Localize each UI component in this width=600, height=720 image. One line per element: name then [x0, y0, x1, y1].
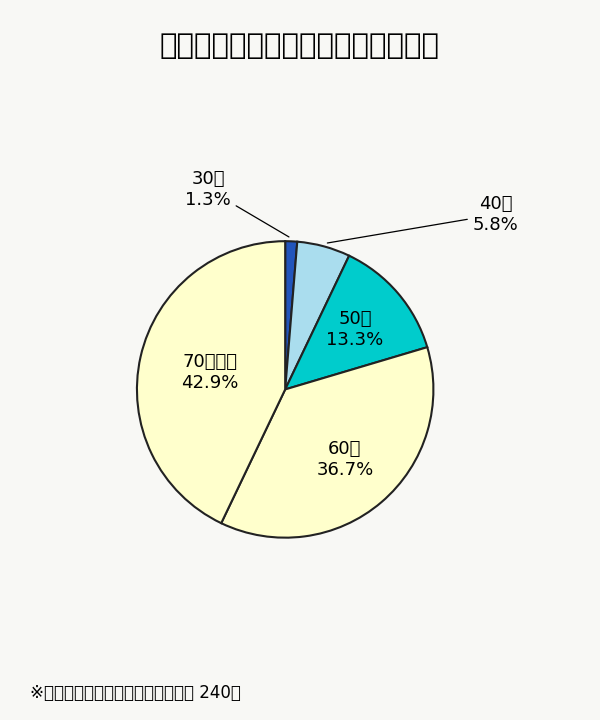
Text: 50代
13.3%: 50代 13.3% [326, 310, 383, 349]
Text: 30代
1.3%: 30代 1.3% [185, 170, 289, 237]
Wedge shape [285, 242, 349, 390]
Text: ※対象は、代表者の年齢が判明した 240社: ※対象は、代表者の年齢が判明した 240社 [30, 684, 241, 702]
Wedge shape [221, 347, 433, 538]
Text: 代表者年齢別「休廃業・解散」企業: 代表者年齢別「休廃業・解散」企業 [160, 32, 440, 60]
Wedge shape [285, 241, 297, 390]
Wedge shape [137, 241, 285, 523]
Text: 70才以上
42.9%: 70才以上 42.9% [181, 353, 239, 392]
Wedge shape [285, 256, 427, 390]
Text: 60代
36.7%: 60代 36.7% [316, 440, 373, 479]
Text: 40代
5.8%: 40代 5.8% [328, 195, 518, 243]
